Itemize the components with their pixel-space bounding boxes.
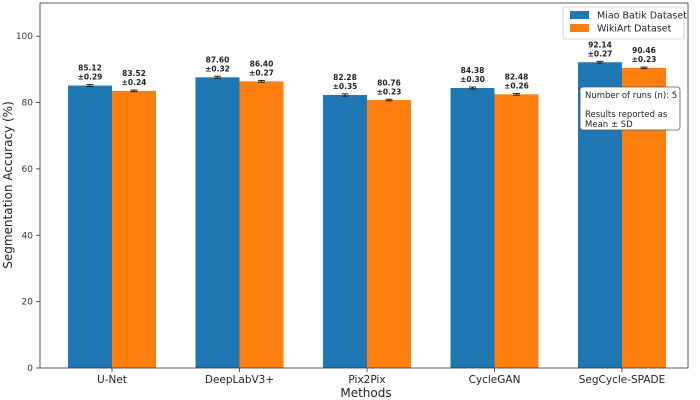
bar-wikiart <box>112 90 156 369</box>
data-labels: 85.12±0.29 87.60±0.32 82.28±0.35 84.38±0.30… <box>78 40 657 96</box>
annotation-line: Results reported as <box>585 110 668 120</box>
annotation-line: Mean ± SD <box>585 120 633 130</box>
data-label-error: ±0.32 <box>205 64 230 73</box>
data-label-value: 82.48 <box>505 72 529 81</box>
y-tick-label: 20 <box>22 298 34 308</box>
x-tick-label: DeepLabV3+ <box>205 374 274 386</box>
data-label-value: 86.40 <box>250 59 274 68</box>
bar-wikiart <box>494 94 539 369</box>
data-label-value: 87.60 <box>206 55 230 64</box>
x-axis: U-Net DeepLabV3+ Pix2Pix CycleGAN SegCycle-S… <box>97 368 665 386</box>
y-tick-label: 40 <box>22 231 34 241</box>
bar-miao <box>450 88 495 369</box>
legend-label-miao: Miao Batik Dataset <box>597 11 687 22</box>
x-axis-title: Methods <box>340 386 391 400</box>
bar-miao <box>68 85 112 368</box>
data-label-error: ±0.24 <box>122 78 147 87</box>
data-label-error: ±0.27 <box>249 68 274 77</box>
bar-wikiart <box>367 100 411 369</box>
bar-miao <box>195 77 240 368</box>
bar-miao <box>323 94 367 368</box>
x-tick-label: U-Net <box>97 374 127 386</box>
data-label-value: 92.14 <box>588 40 612 49</box>
data-label-value: 90.46 <box>632 46 656 55</box>
plot-frame <box>39 2 689 369</box>
annotation-box: Number of runs (n): 5 Results reported a… <box>579 86 681 131</box>
data-label-error: ±0.23 <box>632 55 657 64</box>
data-label-error: ±0.27 <box>588 49 613 58</box>
data-label-error: ±0.23 <box>377 87 402 96</box>
legend-swatch-wikiart <box>570 24 589 32</box>
data-label-error: ±0.26 <box>504 81 529 90</box>
legend-label-wikiart: WikiArt Dataset <box>597 24 672 35</box>
y-tick-label: 60 <box>22 165 34 175</box>
data-label-value: 85.12 <box>78 64 102 73</box>
data-label-value: 84.38 <box>461 66 485 75</box>
legend-box <box>562 6 685 40</box>
data-label-error: ±0.35 <box>333 82 358 91</box>
y-axis: 0 20 40 60 80 100 <box>16 32 40 374</box>
data-label-value: 83.52 <box>122 69 146 78</box>
y-tick-label: 0 <box>27 364 33 374</box>
y-tick-label: 80 <box>22 99 34 109</box>
y-axis-title: Segmentation Accuracy (%) <box>1 101 15 269</box>
plot-bars <box>68 62 666 369</box>
annotation-frame <box>579 86 681 131</box>
x-tick-label: Pix2Pix <box>348 374 385 386</box>
annotation-line: Number of runs (n): 5 <box>585 91 677 101</box>
x-tick-label: CycleGAN <box>469 374 521 386</box>
data-label-value: 80.76 <box>377 78 401 87</box>
error-bars <box>86 60 648 102</box>
legend: Miao Batik Dataset WikiArt Dataset <box>562 6 687 40</box>
data-label-value: 82.28 <box>333 73 357 82</box>
data-label-error: ±0.30 <box>460 75 485 84</box>
legend-swatch-miao <box>570 11 589 19</box>
x-tick-label: SegCycle-SPADE <box>579 374 666 386</box>
y-tick-label: 100 <box>16 32 33 42</box>
bar-wikiart <box>239 81 284 369</box>
data-label-error: ±0.29 <box>78 73 103 82</box>
